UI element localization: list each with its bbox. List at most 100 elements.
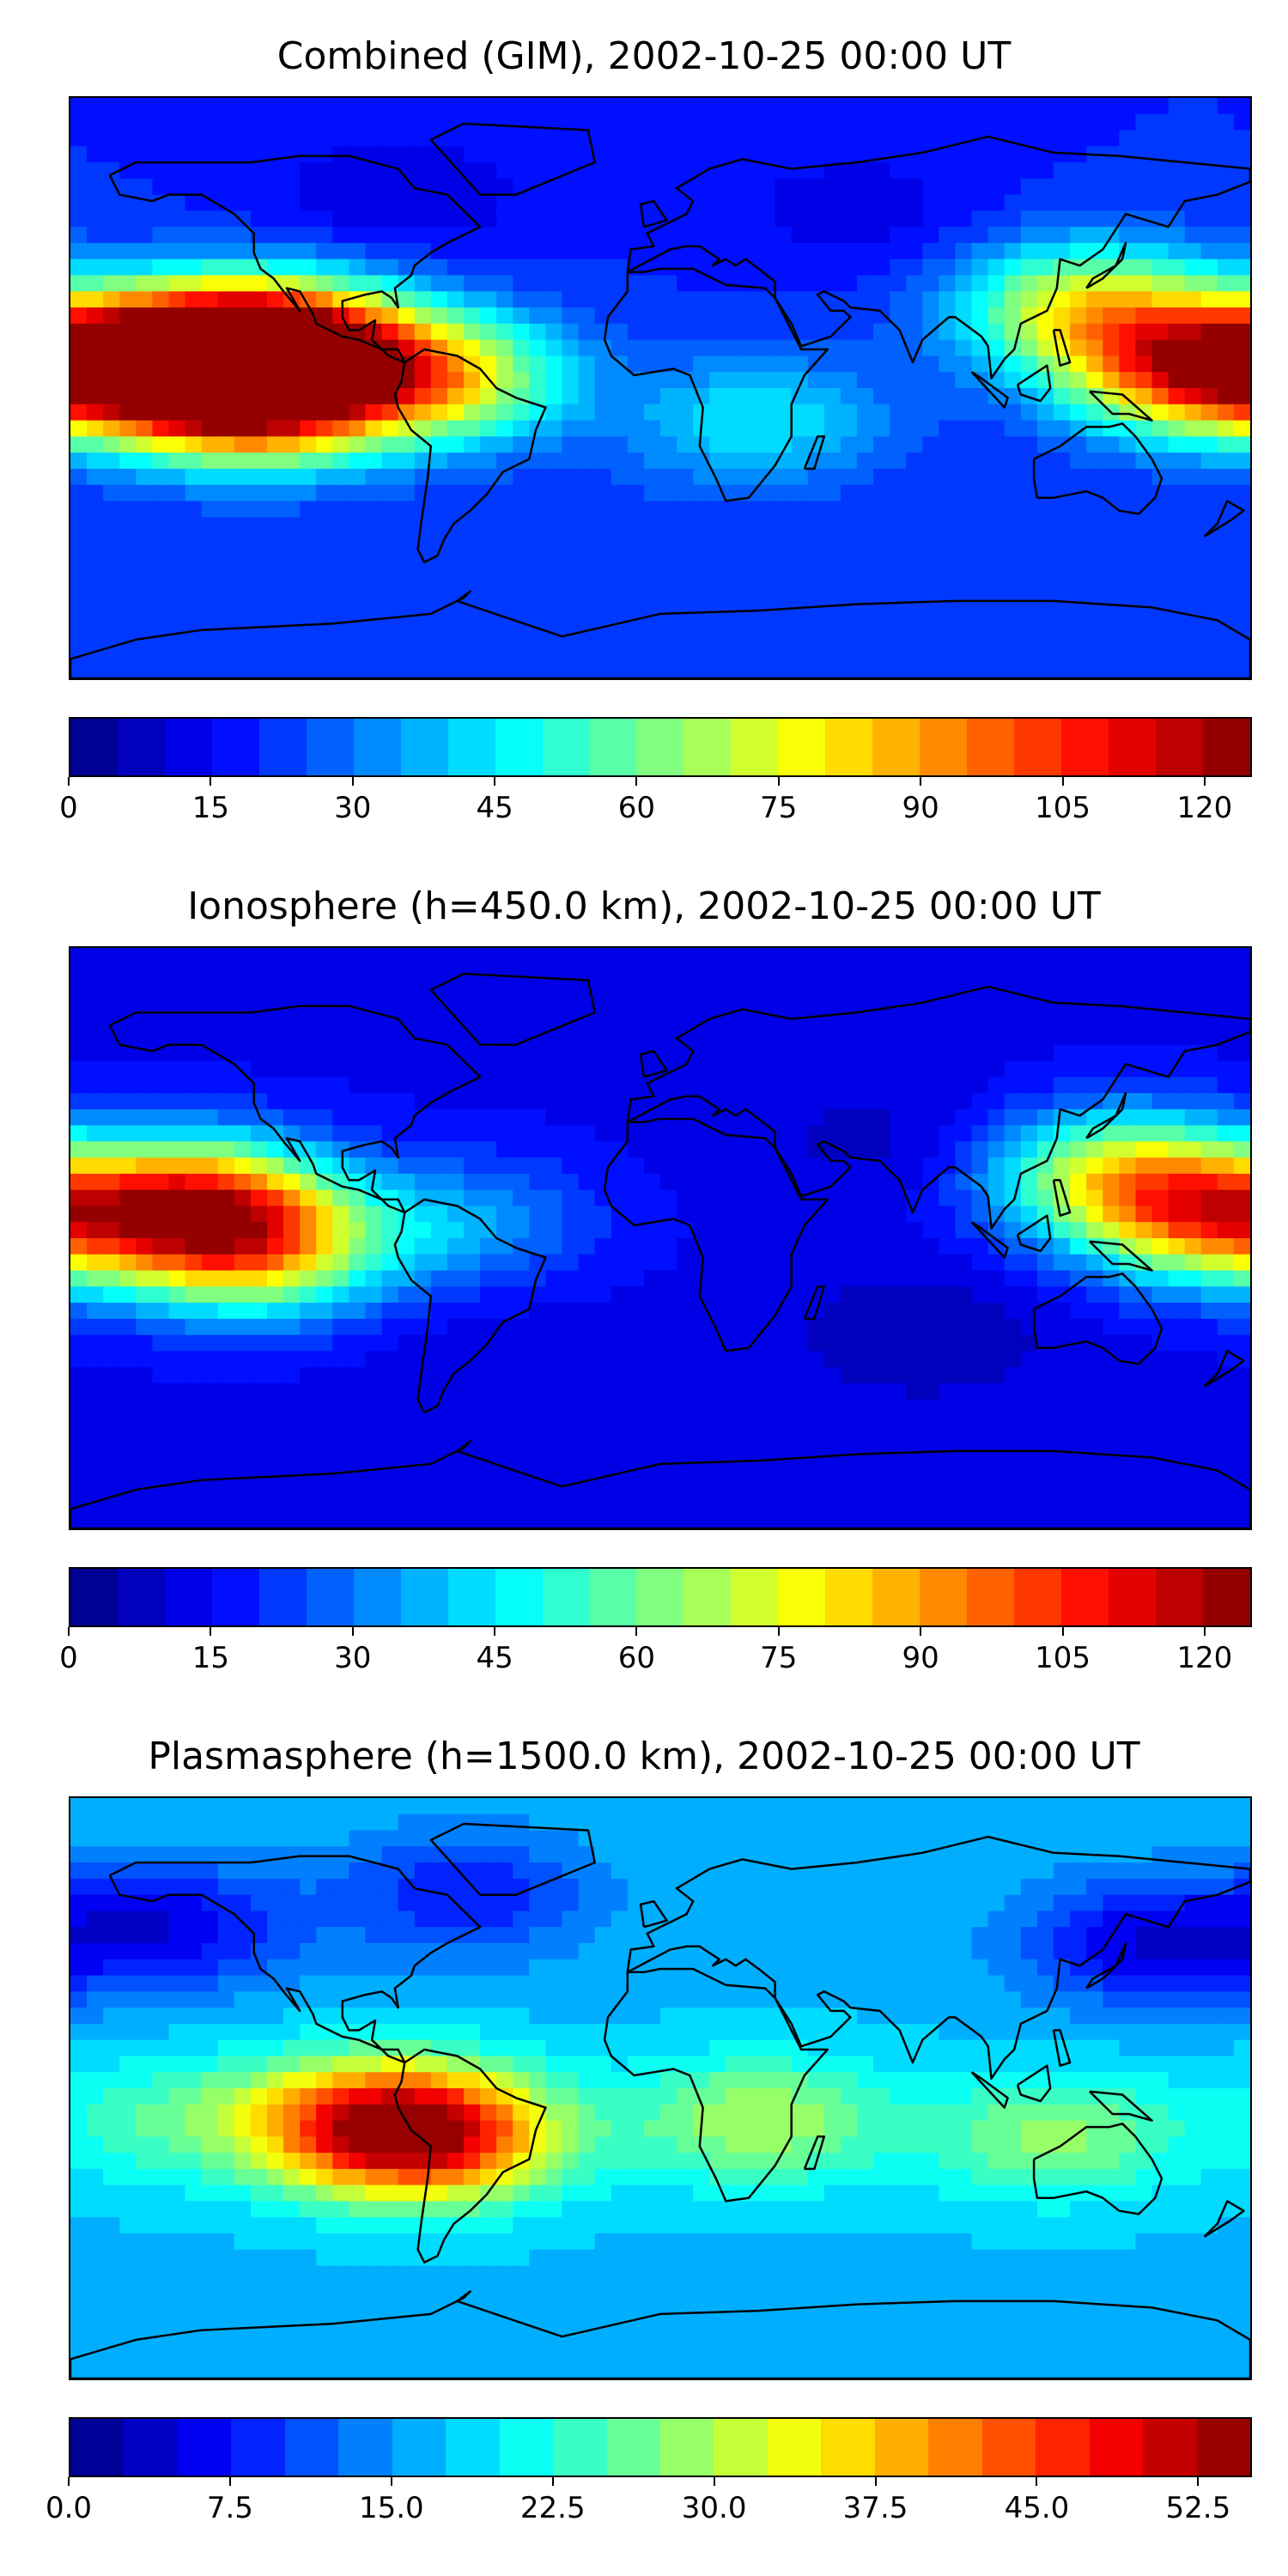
heatmap-cell bbox=[545, 307, 563, 325]
heatmap-cell bbox=[643, 629, 661, 647]
heatmap-cell bbox=[217, 1222, 235, 1239]
heatmap-cell bbox=[594, 1286, 612, 1303]
heatmap-cell bbox=[726, 565, 744, 582]
heatmap-cell bbox=[545, 1303, 563, 1320]
heatmap-cell bbox=[545, 210, 563, 228]
heatmap-cell bbox=[381, 549, 399, 567]
heatmap-cell bbox=[922, 1012, 940, 1030]
heatmap-cell bbox=[1168, 1109, 1186, 1127]
heatmap-cell bbox=[332, 404, 350, 422]
heatmap-cell bbox=[119, 565, 137, 582]
heatmap-cell bbox=[349, 629, 367, 647]
heatmap-cell bbox=[726, 1286, 744, 1303]
heatmap-cell bbox=[890, 1318, 907, 1336]
heatmap-cell bbox=[447, 1463, 465, 1481]
heatmap-cell bbox=[1054, 113, 1071, 131]
heatmap-cell bbox=[709, 1303, 726, 1320]
heatmap-cell bbox=[594, 1367, 612, 1384]
heatmap-cell bbox=[693, 307, 710, 325]
heatmap-cell bbox=[906, 227, 923, 244]
heatmap-cell bbox=[1119, 1286, 1137, 1303]
heatmap-cell bbox=[496, 517, 513, 534]
heatmap-cell bbox=[152, 227, 170, 244]
heatmap-cell bbox=[414, 1028, 432, 1046]
heatmap-cell bbox=[857, 1157, 874, 1175]
heatmap-cell bbox=[1004, 1125, 1022, 1142]
heatmap-cell bbox=[1151, 130, 1170, 147]
heatmap-cell bbox=[267, 501, 284, 518]
heatmap-cell bbox=[1217, 1399, 1235, 1417]
heatmap-cell bbox=[70, 307, 88, 325]
colorbar-tick bbox=[635, 777, 638, 786]
heatmap-cell bbox=[70, 1222, 88, 1239]
heatmap-cell bbox=[300, 980, 317, 997]
heatmap-cell bbox=[823, 258, 841, 276]
heatmap-cell bbox=[1184, 146, 1202, 163]
heatmap-cell bbox=[677, 1206, 694, 1223]
heatmap-cell bbox=[480, 210, 497, 228]
heatmap-cell bbox=[87, 1303, 104, 1320]
heatmap-cell bbox=[381, 1415, 399, 1432]
heatmap-cell bbox=[70, 323, 88, 341]
heatmap-cell bbox=[496, 1334, 513, 1352]
heatmap-cell bbox=[1233, 1270, 1250, 1287]
heatmap-cell bbox=[545, 1463, 563, 1481]
heatmap-cell bbox=[430, 1318, 448, 1336]
heatmap-cell bbox=[987, 662, 1005, 678]
heatmap-cell bbox=[70, 258, 88, 276]
heatmap-cell bbox=[316, 1109, 333, 1127]
heatmap-cell bbox=[677, 113, 694, 131]
heatmap-cell bbox=[1217, 388, 1235, 405]
heatmap-cell bbox=[217, 1270, 235, 1287]
heatmap-cell bbox=[611, 339, 629, 357]
heatmap-cell bbox=[217, 517, 235, 534]
heatmap-cell bbox=[890, 210, 907, 228]
heatmap-cell bbox=[562, 1351, 580, 1368]
heatmap-cell bbox=[1217, 307, 1235, 325]
heatmap-cell bbox=[1168, 1270, 1186, 1287]
heatmap-cell bbox=[1184, 1367, 1202, 1384]
heatmap-cell bbox=[365, 355, 383, 373]
heatmap-cell bbox=[185, 948, 203, 965]
heatmap-cell bbox=[381, 178, 399, 196]
heatmap-cell bbox=[234, 1238, 252, 1255]
heatmap-cell bbox=[430, 1270, 448, 1287]
heatmap-cell bbox=[987, 996, 1005, 1013]
heatmap-cell bbox=[185, 1303, 203, 1320]
heatmap-cell bbox=[742, 1303, 760, 1320]
heatmap-cell bbox=[381, 565, 399, 582]
heatmap-cell bbox=[594, 1206, 612, 1223]
heatmap-cell bbox=[1004, 1044, 1022, 1062]
heatmap-cell bbox=[562, 1028, 580, 1046]
heatmap-cell bbox=[300, 1028, 317, 1046]
heatmap-cell bbox=[709, 420, 726, 437]
heatmap-cell bbox=[365, 1028, 383, 1046]
heatmap-cell bbox=[201, 1415, 219, 1432]
heatmap-cell bbox=[660, 420, 677, 437]
heatmap-cell bbox=[939, 948, 957, 965]
heatmap-cell bbox=[332, 275, 350, 292]
heatmap-cell bbox=[562, 1238, 580, 1255]
heatmap-cell bbox=[955, 517, 973, 534]
heatmap-cell bbox=[890, 996, 907, 1013]
heatmap-cell bbox=[840, 1044, 858, 1062]
heatmap-cell bbox=[529, 258, 547, 276]
heatmap-cell bbox=[1151, 501, 1170, 518]
heatmap-cell bbox=[136, 1415, 154, 1432]
heatmap-cell bbox=[594, 1044, 612, 1062]
heatmap-cell bbox=[267, 517, 284, 534]
heatmap-cell bbox=[267, 1044, 284, 1062]
heatmap-cell bbox=[1184, 243, 1202, 260]
heatmap-cell bbox=[267, 533, 284, 550]
heatmap-cell bbox=[496, 372, 513, 389]
heatmap-cell bbox=[709, 307, 726, 325]
heatmap-cell bbox=[87, 613, 104, 631]
heatmap-cell bbox=[185, 436, 203, 453]
heatmap-cell bbox=[758, 113, 776, 131]
heatmap-cell bbox=[234, 339, 252, 357]
heatmap-cell bbox=[1184, 355, 1202, 373]
heatmap-cell bbox=[119, 113, 137, 131]
heatmap-cell bbox=[1217, 130, 1235, 147]
heatmap-cell bbox=[922, 194, 940, 212]
heatmap-cell bbox=[823, 323, 841, 341]
